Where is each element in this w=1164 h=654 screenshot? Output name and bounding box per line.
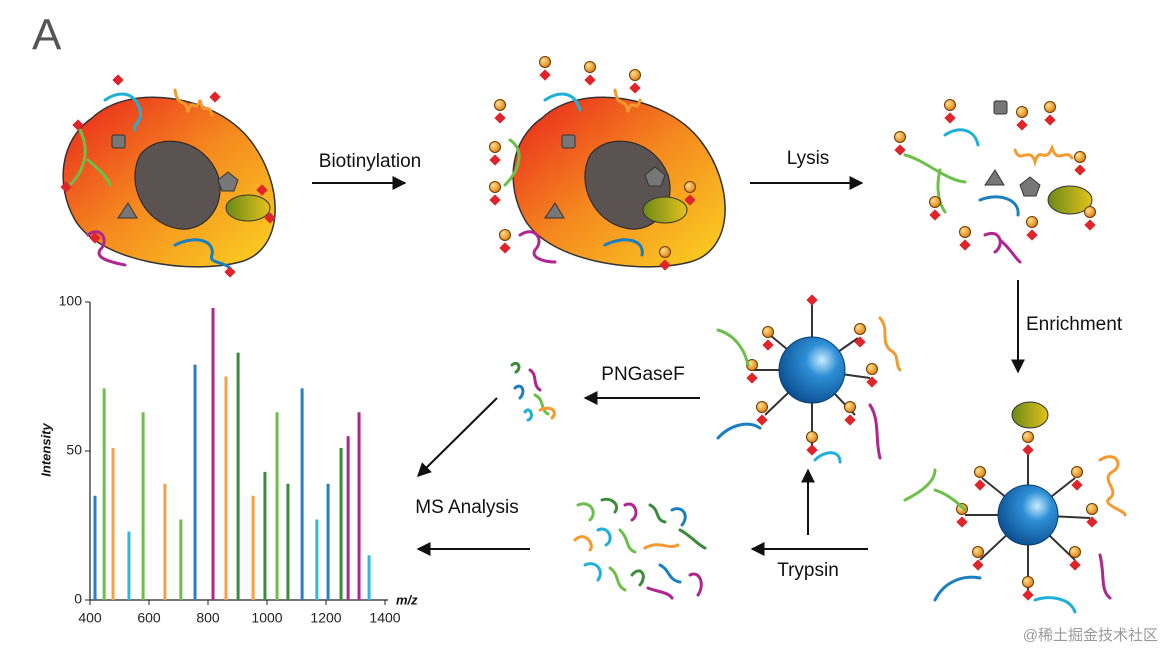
step-label: Enrichment <box>1026 314 1123 335</box>
y-tick-label: 0 <box>74 591 82 607</box>
x-tick-label: 400 <box>78 610 102 626</box>
x-tick-label: 1200 <box>310 610 341 626</box>
x-tick-label: 800 <box>196 610 220 626</box>
step-label: Trypsin <box>777 560 839 581</box>
x-tick-label: 600 <box>137 610 161 626</box>
y-tick-label: 100 <box>59 293 83 309</box>
lysate-illustration <box>894 100 1095 264</box>
x-tick-label: 1000 <box>251 610 282 626</box>
arrows <box>312 176 1025 556</box>
cell-illustration <box>60 74 276 278</box>
bead-illustration <box>903 401 1127 614</box>
tryptic-peptides <box>573 497 707 600</box>
bead-illustration <box>716 294 902 464</box>
x-tick-label: 1400 <box>369 610 400 626</box>
step-label: Biotinylation <box>319 151 421 172</box>
x-axis-label: m/z <box>396 592 418 607</box>
step-label: Lysis <box>787 148 830 169</box>
mass-spectrum: Intensity m/z 0 50 100 400 600 800 1000 1200 140… <box>38 293 418 626</box>
panel-label: A <box>32 11 62 60</box>
glycopeptide-fragments <box>510 361 556 422</box>
watermark: @稀土掘金技术社区 <box>1023 627 1158 644</box>
cell-illustration <box>489 57 726 271</box>
step-label: MS Analysis <box>415 497 518 518</box>
y-axis-label: Intensity <box>38 423 53 477</box>
y-tick-label: 50 <box>66 442 82 458</box>
step-label: PNGaseF <box>601 364 684 385</box>
